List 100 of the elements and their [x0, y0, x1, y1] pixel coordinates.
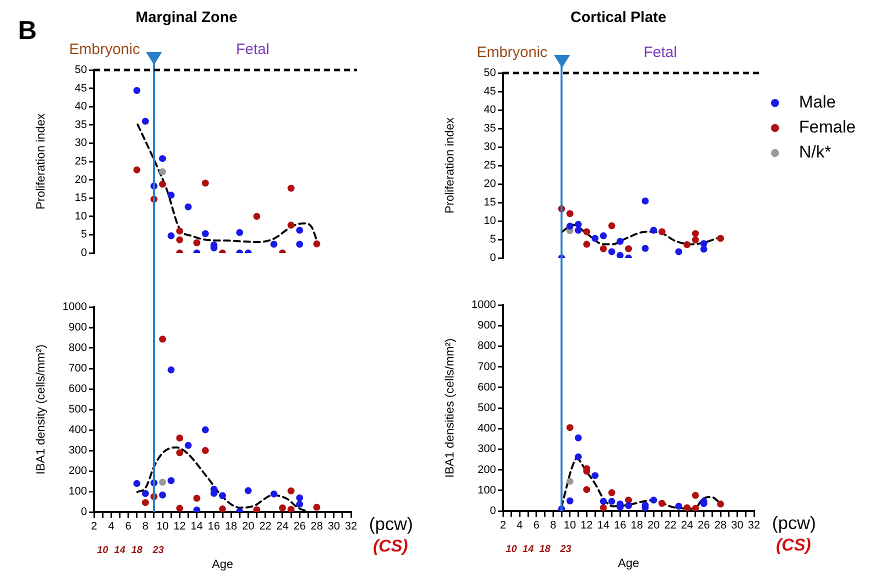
y-tick-label: 300 [68, 444, 87, 457]
point [600, 498, 607, 505]
x2-tick-label: 14 [114, 544, 126, 556]
point [168, 366, 175, 374]
point [159, 478, 166, 486]
point [176, 434, 184, 442]
y-tick-label: 0 [490, 505, 496, 518]
x-tick-label: 2 [500, 520, 506, 532]
x-tick-label: 24 [276, 520, 289, 533]
point [717, 500, 724, 508]
y-tick-label: 5 [80, 228, 87, 241]
x-tick-label: 14 [190, 520, 203, 533]
point [159, 180, 166, 188]
point [592, 472, 599, 480]
y-tick-label: 400 [478, 422, 496, 435]
point [608, 489, 616, 496]
point [574, 220, 582, 228]
point [616, 252, 624, 258]
point [244, 487, 252, 494]
y-tick-label: 800 [68, 342, 87, 354]
x-tick-label: 10 [156, 520, 169, 533]
x2-tick-label: 23 [559, 544, 572, 555]
point [566, 497, 574, 504]
x-tick-label: 12 [174, 520, 186, 533]
point [278, 504, 286, 512]
x-tick-label: 30 [328, 520, 340, 533]
point [202, 447, 209, 454]
x-tick-label: 32 [748, 520, 760, 532]
y-tick-label: 0 [80, 506, 87, 518]
x2-tick-label: 18 [131, 544, 143, 556]
point [650, 496, 658, 504]
x-tick-label: 16 [614, 520, 626, 532]
point [616, 238, 624, 245]
y-tick-label: 30 [484, 141, 496, 154]
point [202, 180, 209, 187]
y-tick-label: 50 [484, 67, 496, 80]
text: Embryonic [69, 41, 140, 58]
point [296, 240, 304, 248]
x-tick-label: 32 [344, 520, 358, 533]
y-axis-title: IBA1 density (cells/mm²) [34, 344, 48, 475]
point [608, 248, 616, 256]
y-tick-label: 700 [68, 362, 87, 375]
point [600, 232, 607, 240]
point [133, 480, 140, 488]
y-tick-label: 50 [74, 64, 87, 76]
x-tick-label: 10 [564, 520, 576, 532]
y-tick-label: 10 [74, 210, 87, 222]
y-tick-label: 900 [478, 320, 496, 332]
point [684, 241, 691, 248]
text: Fetal [644, 44, 677, 62]
point [684, 504, 691, 511]
x-tick-label: 30 [731, 520, 744, 532]
y-tick-label: 1000 [472, 299, 496, 312]
point [219, 505, 226, 512]
point [658, 228, 666, 236]
point [202, 230, 209, 238]
legend-label: Female [799, 118, 856, 137]
point [296, 500, 304, 508]
y-tick-label: 25 [74, 156, 87, 168]
point [253, 212, 260, 220]
x-tick-label: 22 [664, 520, 676, 532]
point [193, 506, 200, 512]
x2-axis-title: (CS) [373, 536, 408, 556]
point [658, 500, 666, 507]
point [176, 228, 184, 235]
point [566, 478, 574, 485]
y-tick-label: 800 [478, 340, 496, 352]
x-axis-title: Age [212, 557, 234, 572]
y-tick-label: 30 [74, 137, 87, 150]
point [700, 246, 708, 253]
x-tick-label: 28 [310, 520, 323, 533]
point [176, 449, 184, 456]
point [313, 240, 320, 248]
point [219, 492, 226, 500]
x-tick-label: 12 [580, 520, 593, 532]
point [574, 226, 582, 234]
point [608, 498, 616, 505]
chart-title: Cortical Plate [570, 9, 666, 26]
point [142, 118, 149, 125]
point [692, 492, 699, 499]
point [313, 504, 320, 511]
point [270, 490, 278, 498]
point [566, 424, 574, 432]
point [168, 192, 175, 199]
point [270, 240, 278, 248]
x2-tick-label: 14 [522, 544, 534, 555]
x-tick-label: 18 [630, 520, 643, 532]
text: Fetal [236, 41, 270, 58]
point [288, 487, 295, 494]
x-tick-label: 8 [550, 520, 556, 532]
y-tick-label: 500 [68, 404, 87, 416]
point [142, 499, 149, 506]
point [202, 426, 209, 434]
x-tick-label: 14 [597, 520, 610, 532]
point [574, 434, 582, 442]
text: B [18, 15, 37, 46]
y-tick-label: 0 [80, 247, 87, 260]
point [159, 491, 166, 498]
point [288, 506, 295, 512]
x-axis-title: Age [618, 556, 640, 570]
